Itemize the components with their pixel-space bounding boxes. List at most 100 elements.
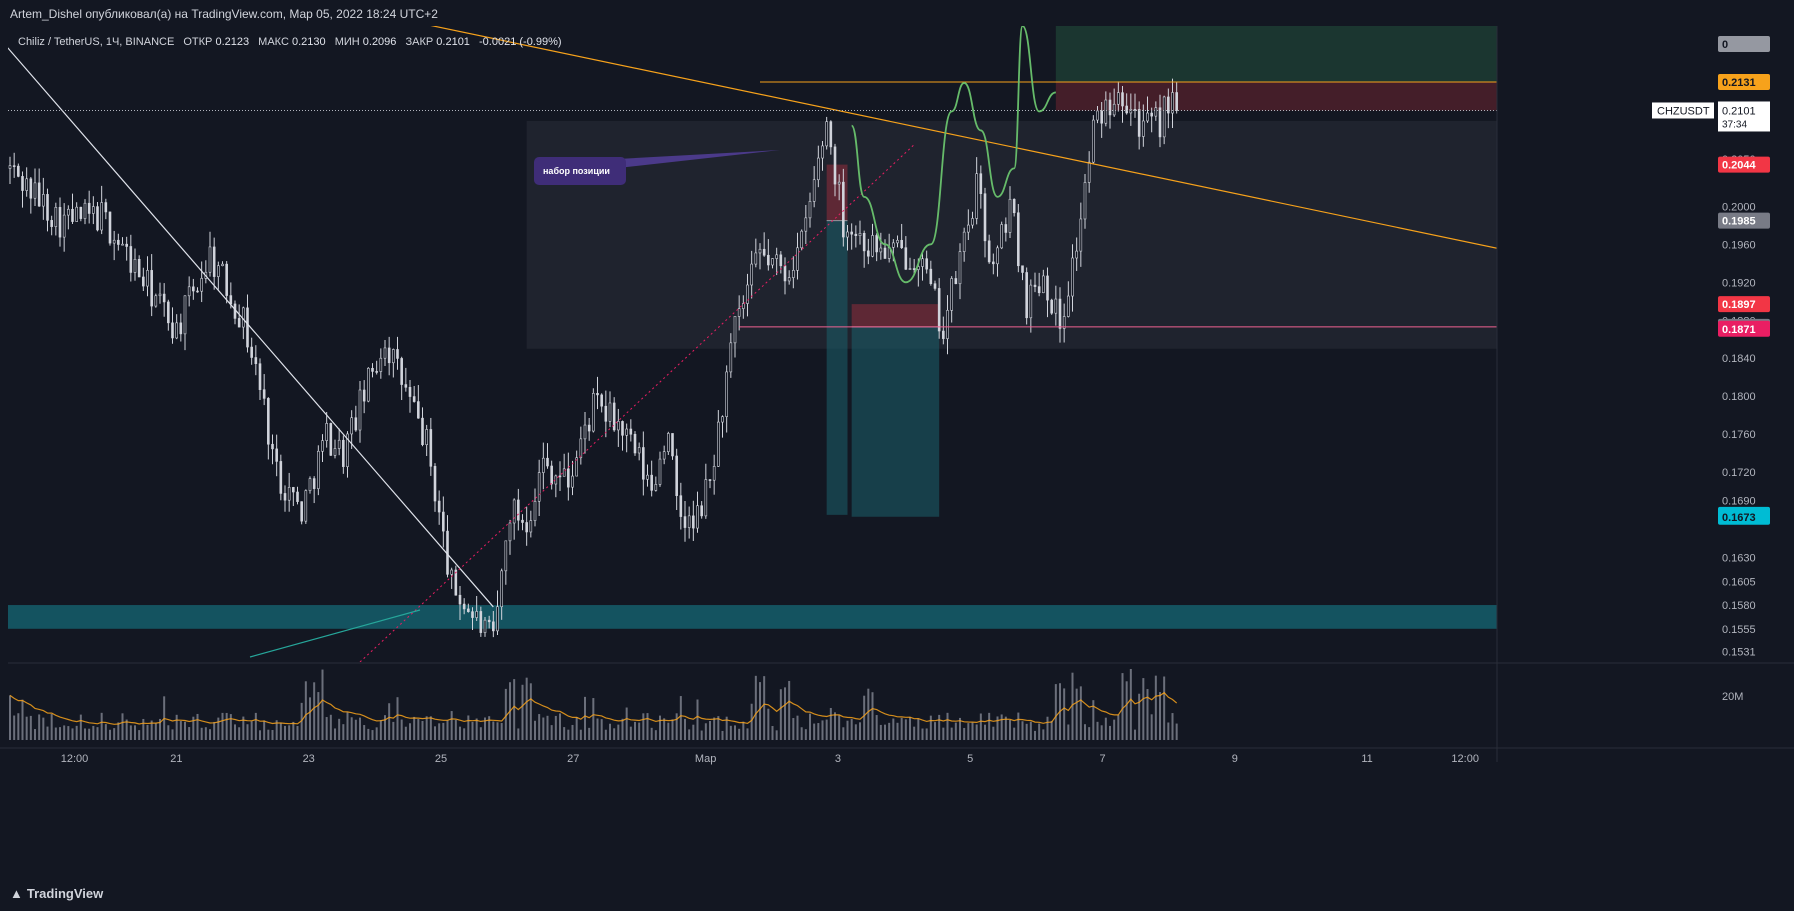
volume-bar (588, 727, 591, 740)
candle-body (142, 276, 145, 287)
candle-body (571, 475, 574, 488)
candle (1021, 265, 1024, 281)
volume-bar (1075, 688, 1078, 740)
candle-body (779, 254, 783, 267)
candle (925, 250, 928, 274)
candle (1083, 173, 1087, 229)
candle-body (804, 217, 808, 232)
volume-bar (221, 712, 224, 740)
candle-body (721, 416, 724, 423)
publish-header: Artem_Dishel опубликовал(а) на TradingVi… (0, 0, 1794, 26)
candle (796, 232, 799, 280)
volume-bar (259, 730, 261, 740)
candle (75, 202, 78, 222)
candle (683, 500, 687, 542)
volume-bar (1021, 721, 1024, 740)
candle-body (904, 247, 908, 270)
candle (858, 220, 862, 245)
candle (862, 230, 866, 268)
candle-body (587, 424, 591, 432)
volume-bar (1009, 719, 1011, 740)
time-tick-label: 11 (1361, 753, 1372, 765)
candle (200, 261, 203, 303)
candle (1037, 272, 1041, 297)
volume-bar (438, 723, 441, 740)
candle-body (42, 194, 45, 207)
candle (21, 171, 24, 208)
candle-body (687, 515, 691, 528)
volume-bar (117, 722, 120, 740)
volume-bar (971, 722, 974, 740)
candle-body (1158, 107, 1162, 138)
candle (17, 163, 20, 178)
price-tag-text: 0.1897 (1722, 299, 1756, 311)
candle-body (592, 393, 595, 432)
volume-bar (600, 719, 603, 740)
candle (467, 603, 470, 613)
volume-bar (384, 715, 386, 740)
volume-bar (271, 729, 274, 740)
candle (46, 188, 49, 232)
candle (362, 380, 366, 414)
volume-bar (429, 716, 432, 740)
candle-body (679, 495, 683, 517)
volume-bar (104, 724, 107, 740)
candle-body (558, 475, 562, 478)
candle (846, 224, 849, 251)
volume-bar (325, 717, 328, 740)
candle (475, 595, 478, 621)
candle-body (846, 231, 849, 238)
last-price-bg (1718, 101, 1770, 132)
candle (942, 316, 945, 345)
candle (108, 211, 112, 246)
candle (258, 358, 262, 401)
volume-bar (254, 712, 257, 740)
volume-bar (1171, 713, 1174, 740)
volume-bar (346, 712, 349, 740)
candle (146, 256, 149, 297)
price-tag: 0.1985 (1718, 212, 1770, 229)
candle-body (383, 347, 387, 359)
candle-body (508, 522, 512, 542)
volume-bar (279, 722, 282, 740)
volume-bar (25, 716, 28, 740)
price-tag-text: 0.1673 (1722, 512, 1756, 524)
candle (1050, 298, 1053, 315)
candle (517, 488, 520, 531)
candle-body (1112, 103, 1116, 116)
candle-body (1167, 96, 1170, 114)
volume-bar (504, 688, 507, 740)
volume-bar (38, 714, 41, 740)
candle-body (829, 121, 833, 148)
candle-body (946, 310, 949, 339)
candle-body (1067, 295, 1070, 317)
volume-bar (925, 728, 928, 740)
candle (1000, 221, 1003, 250)
price-tick-label: 0.1800 (1722, 391, 1756, 403)
volume-bar (575, 717, 578, 740)
volume-bar (879, 724, 882, 740)
candle-body (1146, 112, 1149, 122)
candle-body (533, 500, 537, 521)
candle-body (92, 206, 95, 214)
volume-bar (371, 730, 374, 740)
tradingview-brand[interactable]: ▲ TradingView (10, 886, 103, 901)
candle (62, 203, 66, 252)
volume-bar (1167, 722, 1170, 740)
candle-body (992, 261, 995, 265)
candle-body (646, 474, 649, 480)
price-tag-bg (1718, 296, 1770, 313)
volume-bar (896, 722, 899, 740)
candle-body (37, 182, 41, 207)
candle (1117, 81, 1120, 112)
candle (704, 463, 708, 519)
candle-body (412, 396, 416, 402)
candle-body (833, 146, 837, 185)
candle-body (708, 479, 712, 481)
candle-body (304, 490, 308, 522)
candle-body (83, 202, 87, 219)
candle-body (662, 451, 666, 460)
candle-body (12, 165, 16, 167)
candle (992, 253, 995, 275)
